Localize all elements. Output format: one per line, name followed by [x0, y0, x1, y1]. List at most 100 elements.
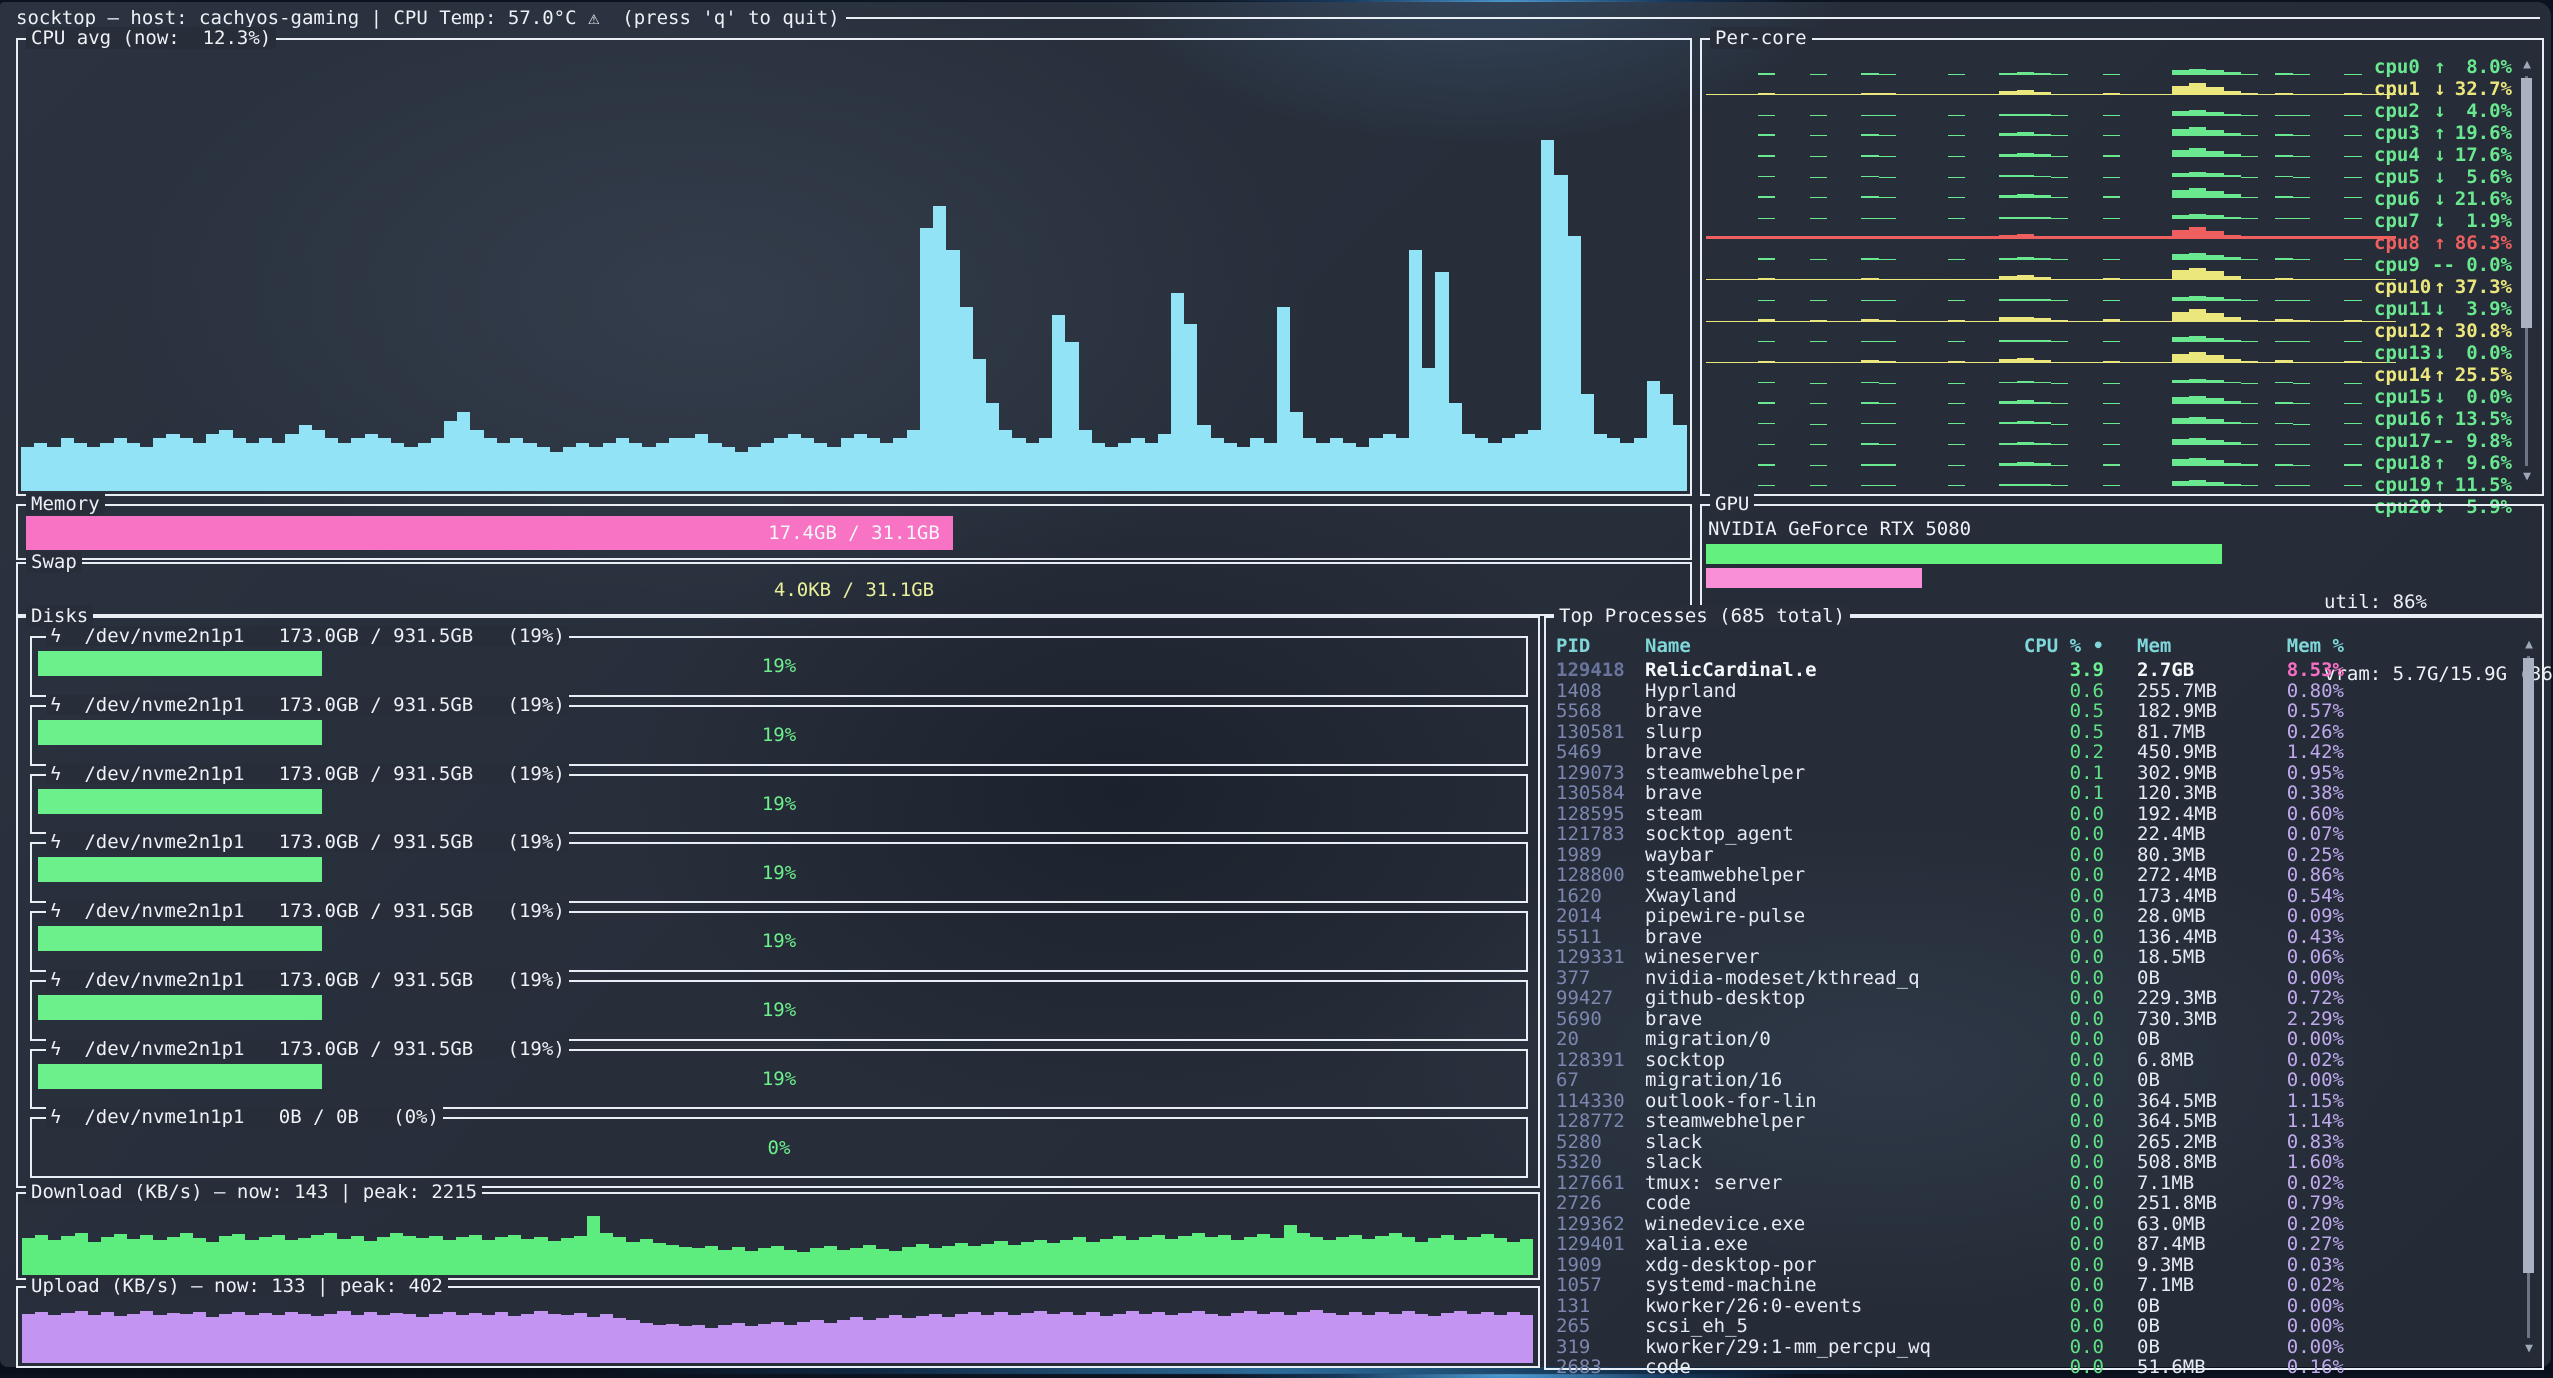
bar	[1217, 1316, 1231, 1363]
spark-bar	[1982, 94, 2000, 96]
process-row[interactable]: 2683 code 0.0 51.6MB 0.16%	[1556, 1357, 2522, 1378]
bar	[784, 1249, 798, 1275]
process-row[interactable]: 319 kworker/29:1-mm_percpu_wq 0.0 0B 0.00%	[1556, 1336, 2522, 1358]
header-mem[interactable]: Mem	[2137, 635, 2172, 657]
process-row[interactable]: 67 migration/16 0.0 0B 0.00%	[1556, 1070, 2522, 1091]
spark-bar	[2258, 279, 2276, 281]
process-row[interactable]: 1620 Xwayland 0.0 173.4MB 0.54%	[1556, 885, 2522, 907]
process-row[interactable]: 1989 waybar 0.0 80.3MB 0.25%	[1556, 844, 2522, 866]
bar	[192, 442, 207, 491]
process-row[interactable]: 114330 outlook-for-lin 0.0 364.5MB 1.15%	[1556, 1090, 2522, 1112]
scroll-up-icon[interactable]: ▲	[2523, 57, 2531, 72]
spark-bar	[2016, 257, 2034, 260]
bar	[902, 1318, 916, 1363]
process-row[interactable]: 128772 steamwebhelper 0.0 364.5MB 1.14%	[1556, 1111, 2522, 1132]
spark-bar	[2171, 481, 2189, 487]
bar	[350, 1314, 364, 1363]
header-name[interactable]: Name	[1645, 635, 1691, 657]
header-pid[interactable]: PID	[1556, 635, 1591, 657]
spark-bar	[2275, 277, 2293, 281]
process-row[interactable]: 2726 code 0.0 251.8MB 0.79%	[1556, 1193, 2522, 1214]
process-row[interactable]: 1408 Hyprland 0.6 255.7MB 0.80%	[1556, 679, 2522, 702]
bar	[823, 1322, 837, 1363]
process-mempct: 0.95%	[2286, 761, 2344, 784]
bar	[718, 1249, 732, 1275]
spark-bar	[2240, 402, 2258, 404]
process-row[interactable]: 5280 slack 0.0 265.2MB 0.83%	[1556, 1131, 2522, 1153]
spark-bar	[1723, 94, 1741, 96]
process-name: systemd-machine	[1645, 1274, 1817, 1296]
bar	[1178, 1312, 1192, 1363]
spark-bar	[2378, 235, 2396, 240]
bar	[508, 1316, 522, 1363]
bar	[206, 433, 220, 491]
process-row[interactable]: 129401 xalia.exe 0.0 87.4MB 0.27%	[1556, 1234, 2522, 1255]
bar	[1007, 1315, 1021, 1363]
spark-bar	[2240, 135, 2258, 137]
process-pid: 128595	[1556, 802, 1625, 825]
header-mempct[interactable]: Mem %	[2286, 635, 2344, 657]
spark-bar	[2102, 341, 2120, 343]
process-row[interactable]: 129331 wineserver 0.0 18.5MB 0.06%	[1556, 947, 2522, 968]
process-row[interactable]: 377 nvidia-modeset/kthread_q 0.0 0B 0.00%	[1556, 967, 2522, 989]
process-row[interactable]: 1057 systemd-machine 0.0 7.1MB 0.02%	[1556, 1275, 2522, 1296]
bar	[1118, 442, 1132, 491]
process-row[interactable]: 20 migration/0 0.0 0B 0.00%	[1556, 1029, 2522, 1050]
spark-bar	[2275, 134, 2293, 137]
process-row[interactable]: 127661 tmux: server 0.0 7.1MB 0.02%	[1556, 1172, 2522, 1194]
gpu-device-name: NVIDIA GeForce RTX 5080	[1708, 518, 1972, 540]
spark-bar	[2309, 235, 2327, 240]
process-row[interactable]: 130581 slurp 0.5 81.7MB 0.26%	[1556, 721, 2522, 743]
bar	[692, 1248, 706, 1275]
spark-bar	[2085, 361, 2103, 363]
spark-bar	[1861, 299, 1879, 301]
process-row[interactable]: 128800 steamwebhelper 0.0 272.4MB 0.86%	[1556, 865, 2522, 886]
spark-bar	[2206, 191, 2224, 199]
process-row[interactable]: 129073 steamwebhelper 0.1 302.9MB 0.95%	[1556, 761, 2522, 784]
core-ar: --	[2432, 430, 2455, 452]
scroll-down-icon[interactable]: ▼	[2525, 1341, 2533, 1356]
header-cpu[interactable]: CPU % •	[2023, 635, 2104, 657]
process-row[interactable]: 5511 brave 0.0 136.4MB 0.43%	[1556, 926, 2522, 948]
process-row[interactable]: 129362 winedevice.exe 0.0 63.0MB 0.20%	[1556, 1213, 2522, 1235]
gpu-panel: GPU NVIDIA GeForce RTX 5080 util: 86% vr…	[1700, 493, 2553, 685]
process-row[interactable]: 5320 slack 0.0 508.8MB 1.60%	[1556, 1152, 2522, 1173]
scroll-down-icon[interactable]: ▼	[2523, 469, 2531, 484]
per-core-scrollbar[interactable]: ▲ ▼	[2520, 58, 2534, 484]
process-row[interactable]: 5690 brave 0.0 730.3MB 2.29%	[1556, 1008, 2522, 1030]
scrollbar-thumb[interactable]	[2521, 78, 2532, 328]
bar	[1554, 174, 1568, 491]
spark-bar	[2051, 278, 2069, 281]
process-table-header: PID Name CPU % • Mem Mem %	[1556, 636, 2522, 657]
spark-bar	[2240, 361, 2258, 363]
process-cpu: 0.6	[2069, 679, 2104, 702]
spark-bar	[1757, 319, 1775, 322]
scrollbar-thumb[interactable]	[2523, 658, 2534, 1273]
process-row[interactable]: 128391 socktop 0.0 6.8MB 0.02%	[1556, 1049, 2522, 1071]
bar	[403, 1236, 417, 1275]
process-row[interactable]: 131 kworker/26:0-events 0.0 0B 0.00%	[1556, 1295, 2522, 1317]
process-row[interactable]: 129418 RelicCardinal.e 3.9 2.7GB 8.53%	[1556, 660, 2522, 681]
spark-bar	[2223, 275, 2241, 281]
process-name: brave	[1645, 741, 1703, 763]
process-pid: 5568	[1556, 700, 1602, 722]
spark-bar	[1757, 92, 1775, 96]
process-row[interactable]: 128595 steam 0.0 192.4MB 0.60%	[1556, 802, 2522, 825]
scroll-up-icon[interactable]: ▲	[2525, 637, 2533, 652]
process-row[interactable]: 265 scsi_eh_5 0.0 0B 0.00%	[1556, 1316, 2522, 1337]
spark-bar	[1878, 278, 1896, 281]
spark-bar	[2016, 113, 2034, 116]
process-scrollbar[interactable]: ▲ ▼	[2522, 638, 2536, 1356]
process-row[interactable]: 1909 xdg-desktop-por 0.0 9.3MB 0.03%	[1556, 1254, 2522, 1276]
bar	[232, 438, 246, 491]
process-row[interactable]: 121783 socktop_agent 0.0 22.4MB 0.07%	[1556, 824, 2522, 845]
process-row[interactable]: 5469 brave 0.2 450.9MB 1.42%	[1556, 742, 2522, 763]
bar	[705, 1327, 719, 1363]
process-row[interactable]: 5568 brave 0.5 182.9MB 0.57%	[1556, 701, 2522, 722]
core-sparkline-row	[1706, 282, 2396, 303]
bar	[153, 1315, 167, 1363]
process-row[interactable]: 2014 pipewire-pulse 0.0 28.0MB 0.09%	[1556, 906, 2522, 927]
process-row[interactable]: 130584 brave 0.1 120.3MB 0.38%	[1556, 783, 2522, 804]
spark-bar	[2102, 464, 2120, 466]
process-row[interactable]: 99427 github-desktop 0.0 229.3MB 0.72%	[1556, 988, 2522, 1009]
